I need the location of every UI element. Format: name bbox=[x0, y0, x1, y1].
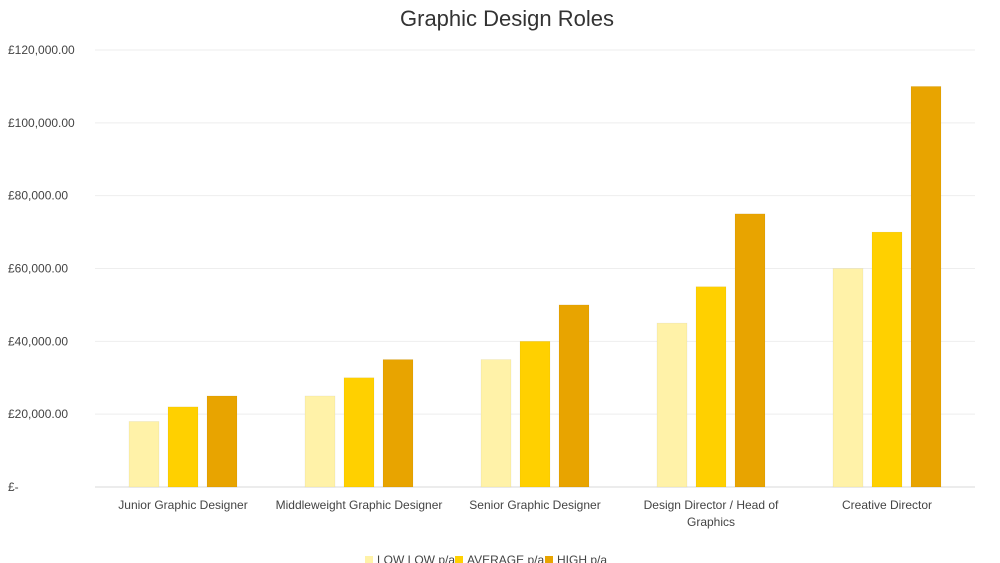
x-tick-label: Junior Graphic Designer bbox=[118, 498, 247, 512]
y-tick-label: £120,000.00 bbox=[8, 43, 75, 57]
y-tick-label: £60,000.00 bbox=[8, 262, 68, 276]
legend-swatch bbox=[455, 556, 463, 563]
bar bbox=[304, 395, 336, 488]
bar bbox=[519, 341, 551, 488]
bar bbox=[382, 359, 414, 488]
y-tick-label: £100,000.00 bbox=[8, 116, 75, 130]
y-tick-label: £20,000.00 bbox=[8, 407, 68, 421]
bar bbox=[128, 421, 160, 488]
x-tick-label: Creative Director bbox=[842, 498, 932, 512]
y-tick-label: £40,000.00 bbox=[8, 334, 68, 348]
legend-label: AVERAGE p/a bbox=[467, 553, 544, 563]
bar bbox=[910, 86, 942, 488]
x-tick-label: Middleweight Graphic Designer bbox=[276, 498, 443, 512]
bars bbox=[128, 86, 942, 488]
legend-label: LOW LOW p/a bbox=[377, 553, 455, 563]
bar bbox=[871, 231, 903, 488]
x-tick-label: Senior Graphic Designer bbox=[469, 498, 600, 512]
chart-title: Graphic Design Roles bbox=[400, 6, 614, 31]
y-axis: £- £20,000.00 £40,000.00 £60,000.00 £80,000.… bbox=[8, 43, 75, 494]
bar bbox=[832, 268, 864, 488]
y-tick-label: £- bbox=[8, 480, 19, 494]
x-tick-label: Design Director / Head of Graphics bbox=[644, 498, 779, 529]
y-tick-label: £80,000.00 bbox=[8, 189, 68, 203]
bar bbox=[695, 286, 727, 488]
bar bbox=[656, 322, 688, 488]
bar bbox=[206, 395, 238, 488]
bar bbox=[167, 406, 199, 488]
legend-swatch bbox=[365, 556, 373, 563]
legend-label: HIGH p/a bbox=[557, 553, 607, 563]
bar bbox=[558, 304, 590, 488]
legend-swatch bbox=[545, 556, 553, 563]
bar bbox=[734, 213, 766, 488]
legend: LOW LOW p/a AVERAGE p/a HIGH p/a bbox=[365, 553, 607, 563]
bar bbox=[343, 377, 375, 488]
x-axis: Junior Graphic Designer Middleweight Grap… bbox=[118, 498, 932, 529]
bar bbox=[480, 359, 512, 488]
